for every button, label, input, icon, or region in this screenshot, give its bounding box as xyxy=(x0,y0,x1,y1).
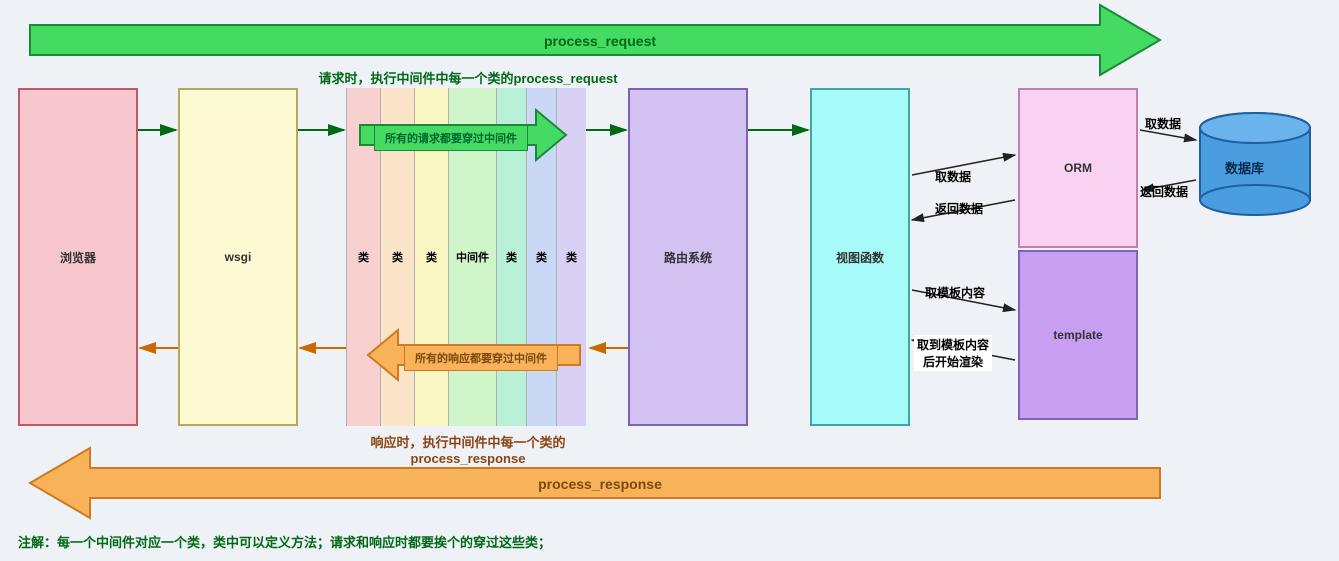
response-caption: 响应时，执行中间件中每一个类的 process_response xyxy=(358,432,578,466)
middleware-request-label: 所有的请求都要穿过中间件 xyxy=(374,125,528,151)
view-label: 视图函数 xyxy=(836,249,884,266)
route-node: 路由系统 xyxy=(628,88,748,426)
browser-node: 浏览器 xyxy=(18,88,138,426)
db-ret-label: 返回数据 xyxy=(1140,183,1188,200)
middleware-col-6: 类 xyxy=(556,88,586,426)
template-label: template xyxy=(1053,328,1102,342)
request-caption: 请求时，执行中间件中每一个类的process_request xyxy=(308,68,628,87)
browser-label: 浏览器 xyxy=(60,249,96,266)
diagram-canvas: process_request process_response 请求时，执行中… xyxy=(0,0,1339,561)
tpl-ret-label: 取到模板内容 后开始渲染 xyxy=(914,335,992,371)
template-node: template xyxy=(1018,250,1138,420)
middleware-response-label: 所有的响应都要穿过中间件 xyxy=(404,345,558,371)
footnote: 注解：每一个中间件对应一个类，类中可以定义方法；请求和响应时都要挨个的穿过这些类… xyxy=(18,532,718,551)
response-arrow-label: process_response xyxy=(500,476,700,492)
middleware-col-5: 类 xyxy=(526,88,556,426)
route-label: 路由系统 xyxy=(664,249,712,266)
orm-node: ORM xyxy=(1018,88,1138,248)
request-arrow-label: process_request xyxy=(500,33,700,49)
tpl-get-label: 取模板内容 xyxy=(925,284,985,301)
db-get-label: 取数据 xyxy=(1145,115,1181,132)
wsgi-label: wsgi xyxy=(225,250,252,264)
wsgi-node: wsgi xyxy=(178,88,298,426)
view-node: 视图函数 xyxy=(810,88,910,426)
orm-ret-label: 返回数据 xyxy=(935,200,983,217)
orm-label: ORM xyxy=(1064,161,1092,175)
orm-get-label: 取数据 xyxy=(935,168,971,185)
db-label: 数据库 xyxy=(1225,158,1264,177)
